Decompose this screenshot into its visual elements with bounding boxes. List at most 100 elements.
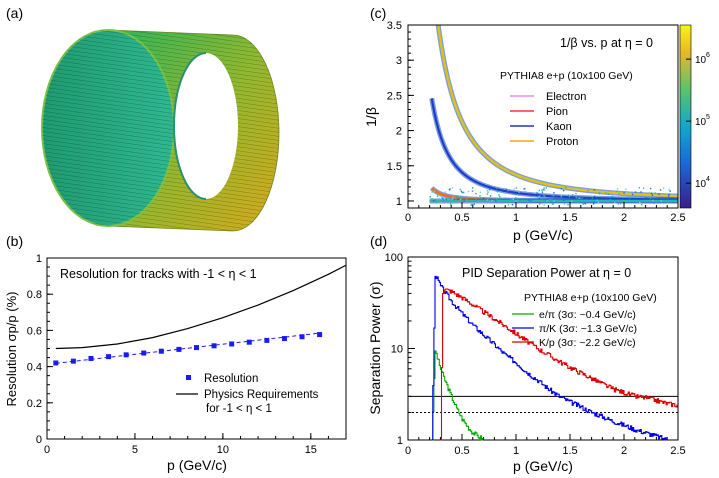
heatmap-cell	[563, 189, 565, 192]
heatmap-cell	[442, 198, 444, 200]
resolution-fit-line	[55, 332, 320, 364]
heatmap-cell	[545, 200, 547, 202]
heatmap-cell	[507, 190, 509, 192]
plot-b-ytick-label: 0	[36, 434, 42, 446]
heatmap-cell	[567, 194, 570, 196]
resolution-point	[229, 341, 235, 347]
heatmap-cell	[560, 195, 562, 197]
heatmap-cell	[487, 191, 489, 193]
heatmap-cell	[648, 191, 651, 194]
heatmap-cell	[467, 190, 470, 193]
heatmap-cell	[500, 190, 502, 193]
heatmap-cell	[591, 197, 594, 199]
heatmap-cell	[528, 199, 530, 201]
requirements-curve	[55, 264, 347, 350]
heatmap-cell	[537, 192, 539, 195]
heatmap-cell	[623, 199, 626, 202]
heatmap-cell	[541, 196, 543, 199]
plot-c-colorbar	[679, 24, 692, 209]
plot-c-ylabel: 1/β	[363, 107, 379, 127]
heatmap-cell	[515, 187, 518, 189]
plot-c-heatmap	[429, 24, 679, 206]
legend-k-p-label: K/p (3σ: ~2.2 GeV/c)	[539, 337, 636, 349]
heatmap-cell	[516, 198, 519, 200]
heatmap-cell	[584, 202, 587, 205]
heatmap-cell	[471, 190, 474, 192]
heatmap-cell	[431, 191, 434, 193]
plot-d-series	[431, 275, 678, 441]
plot-c-xtick-label: 0.5	[454, 212, 469, 224]
heatmap-cell	[491, 200, 493, 202]
heatmap-cell	[645, 197, 647, 199]
heatmap-cell	[451, 199, 453, 201]
heatmap-cell	[578, 197, 580, 199]
heatmap-cell	[505, 188, 507, 190]
heatmap-cell	[515, 193, 517, 195]
plot-b-xtick-label: 10	[217, 444, 229, 456]
heatmap-cell	[577, 201, 579, 204]
heatmap-cell	[571, 188, 573, 190]
heatmap-cell	[486, 193, 489, 195]
heatmap-cell	[441, 197, 443, 199]
heatmap-cell	[496, 198, 498, 200]
plot-d-xtick-label: 0.5	[454, 445, 469, 457]
plot-c-ytick-label: 3.5	[387, 20, 402, 32]
heatmap-cell	[452, 196, 454, 199]
heatmap-cell	[611, 195, 613, 198]
heatmap-cell	[593, 189, 596, 191]
heatmap-cell	[543, 189, 546, 191]
panel-b-label: (b)	[6, 233, 23, 249]
heatmap-cell	[628, 197, 631, 199]
legend-pion-label: Pion	[546, 106, 568, 118]
heatmap-cell	[668, 189, 670, 191]
legend-kaon-label: Kaon	[546, 121, 572, 133]
heatmap-cell	[568, 195, 571, 198]
plot-d-xtick-label: 2	[621, 445, 627, 457]
heatmap-cell	[639, 201, 641, 204]
heatmap-cell	[563, 188, 566, 190]
heatmap-cell	[669, 190, 671, 192]
heatmap-cell	[451, 201, 453, 204]
heatmap-cell	[614, 202, 616, 204]
heatmap-cell	[431, 198, 433, 200]
heatmap-cell	[582, 196, 584, 199]
heatmap-cell	[540, 200, 542, 202]
plot-d-ytick-label: 1	[397, 435, 403, 447]
heatmap-cell	[598, 193, 601, 195]
plot-c-xtick-label: 2.5	[670, 212, 685, 224]
heatmap-cell	[454, 197, 457, 199]
heatmap-cell	[504, 197, 506, 200]
heatmap-cell	[538, 189, 541, 192]
heatmap-cell	[605, 192, 607, 194]
heatmap-cell	[649, 187, 652, 190]
heatmap-cell	[529, 202, 532, 204]
heatmap-cell	[666, 201, 669, 203]
heatmap-cell	[571, 194, 574, 196]
heatmap-cell	[650, 198, 652, 200]
heatmap-cell	[658, 193, 660, 195]
heatmap-cell	[475, 199, 478, 201]
heatmap-cell	[542, 189, 545, 191]
heatmap-cell	[463, 200, 465, 202]
heatmap-cell	[592, 203, 595, 205]
heatmap-cell	[552, 203, 554, 205]
heatmap-cell	[538, 197, 541, 200]
heatmap-cell	[450, 200, 453, 203]
heatmap-cell	[450, 203, 452, 205]
band-proton	[437, 25, 679, 198]
heatmap-cell	[543, 195, 546, 197]
heatmap-cell	[513, 188, 515, 190]
heatmap-cell	[634, 191, 637, 193]
heatmap-cell	[575, 192, 577, 195]
heatmap-cell	[432, 200, 435, 202]
heatmap-cell	[562, 199, 565, 201]
heatmap-cell	[544, 201, 546, 204]
heatmap-cell	[651, 194, 654, 196]
heatmap-cell	[662, 187, 665, 189]
legend-requirements-eta: for -1 < η < 1	[206, 403, 272, 415]
heatmap-cell	[545, 187, 547, 189]
heatmap-cell	[459, 198, 462, 201]
heatmap-cell	[539, 195, 542, 197]
heatmap-cell	[449, 204, 452, 206]
heatmap-cell	[666, 198, 669, 201]
